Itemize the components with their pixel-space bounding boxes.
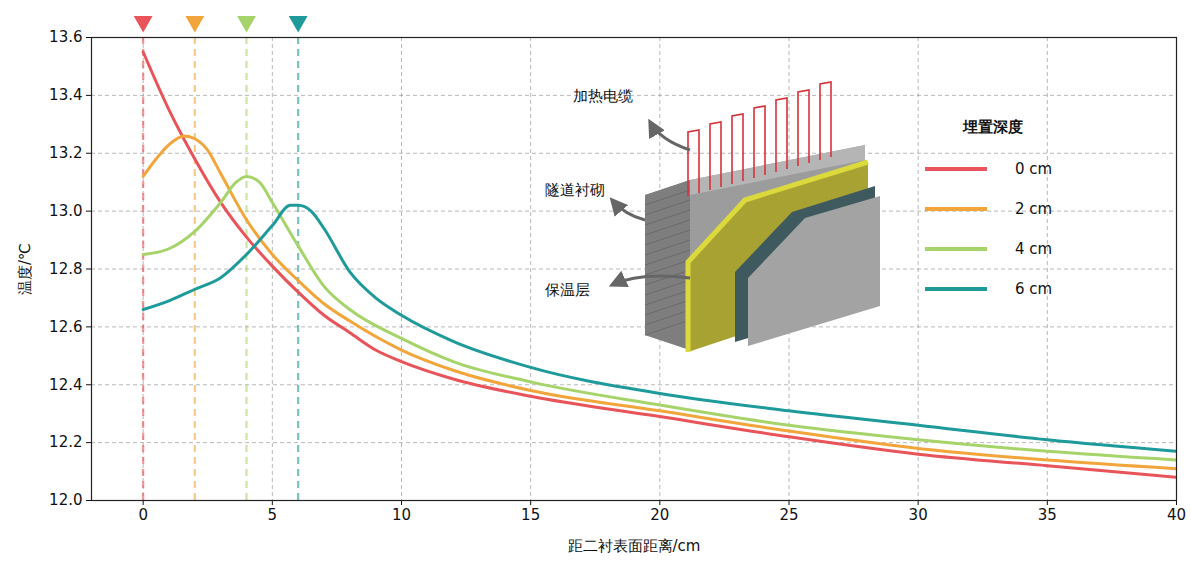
- svg-text:5: 5: [268, 506, 278, 524]
- html-text:4 cm: 4 cm: [1015, 240, 1053, 258]
- svg-text:35: 35: [1038, 506, 1057, 524]
- html-text:埋置深度: 埋置深度: [963, 118, 1023, 136]
- svg-text:13.6: 13.6: [49, 28, 82, 46]
- svg-text:12.6: 12.6: [49, 318, 82, 336]
- svg-text:40: 40: [1167, 506, 1186, 524]
- html-text:2 cm: 2 cm: [1015, 200, 1053, 218]
- svg-text:13.4: 13.4: [49, 86, 82, 104]
- svg-text:13.0: 13.0: [49, 202, 82, 220]
- svg-text:保温层: 保温层: [545, 281, 590, 299]
- svg-text:12.2: 12.2: [49, 433, 82, 451]
- svg-text:13.2: 13.2: [49, 144, 82, 162]
- svg-text:12.4: 12.4: [49, 376, 82, 394]
- svg-text:加热电缆: 加热电缆: [573, 87, 633, 105]
- html-text:0 cm: 0 cm: [1015, 160, 1053, 178]
- svg-text:温度/℃: 温度/℃: [16, 243, 34, 295]
- svg-text:10: 10: [392, 506, 411, 524]
- svg-text:30: 30: [909, 506, 928, 524]
- svg-text:12.8: 12.8: [49, 260, 82, 278]
- html-text:6 cm: 6 cm: [1015, 280, 1053, 298]
- svg-text:15: 15: [521, 506, 540, 524]
- svg-text:25: 25: [779, 506, 798, 524]
- svg-text:12.0: 12.0: [49, 491, 82, 509]
- svg-text:20: 20: [650, 506, 669, 524]
- svg-text:隧道衬砌: 隧道衬砌: [545, 181, 605, 199]
- svg-text:距二衬表面距离/cm: 距二衬表面距离/cm: [568, 537, 701, 555]
- svg-text:0: 0: [138, 506, 148, 524]
